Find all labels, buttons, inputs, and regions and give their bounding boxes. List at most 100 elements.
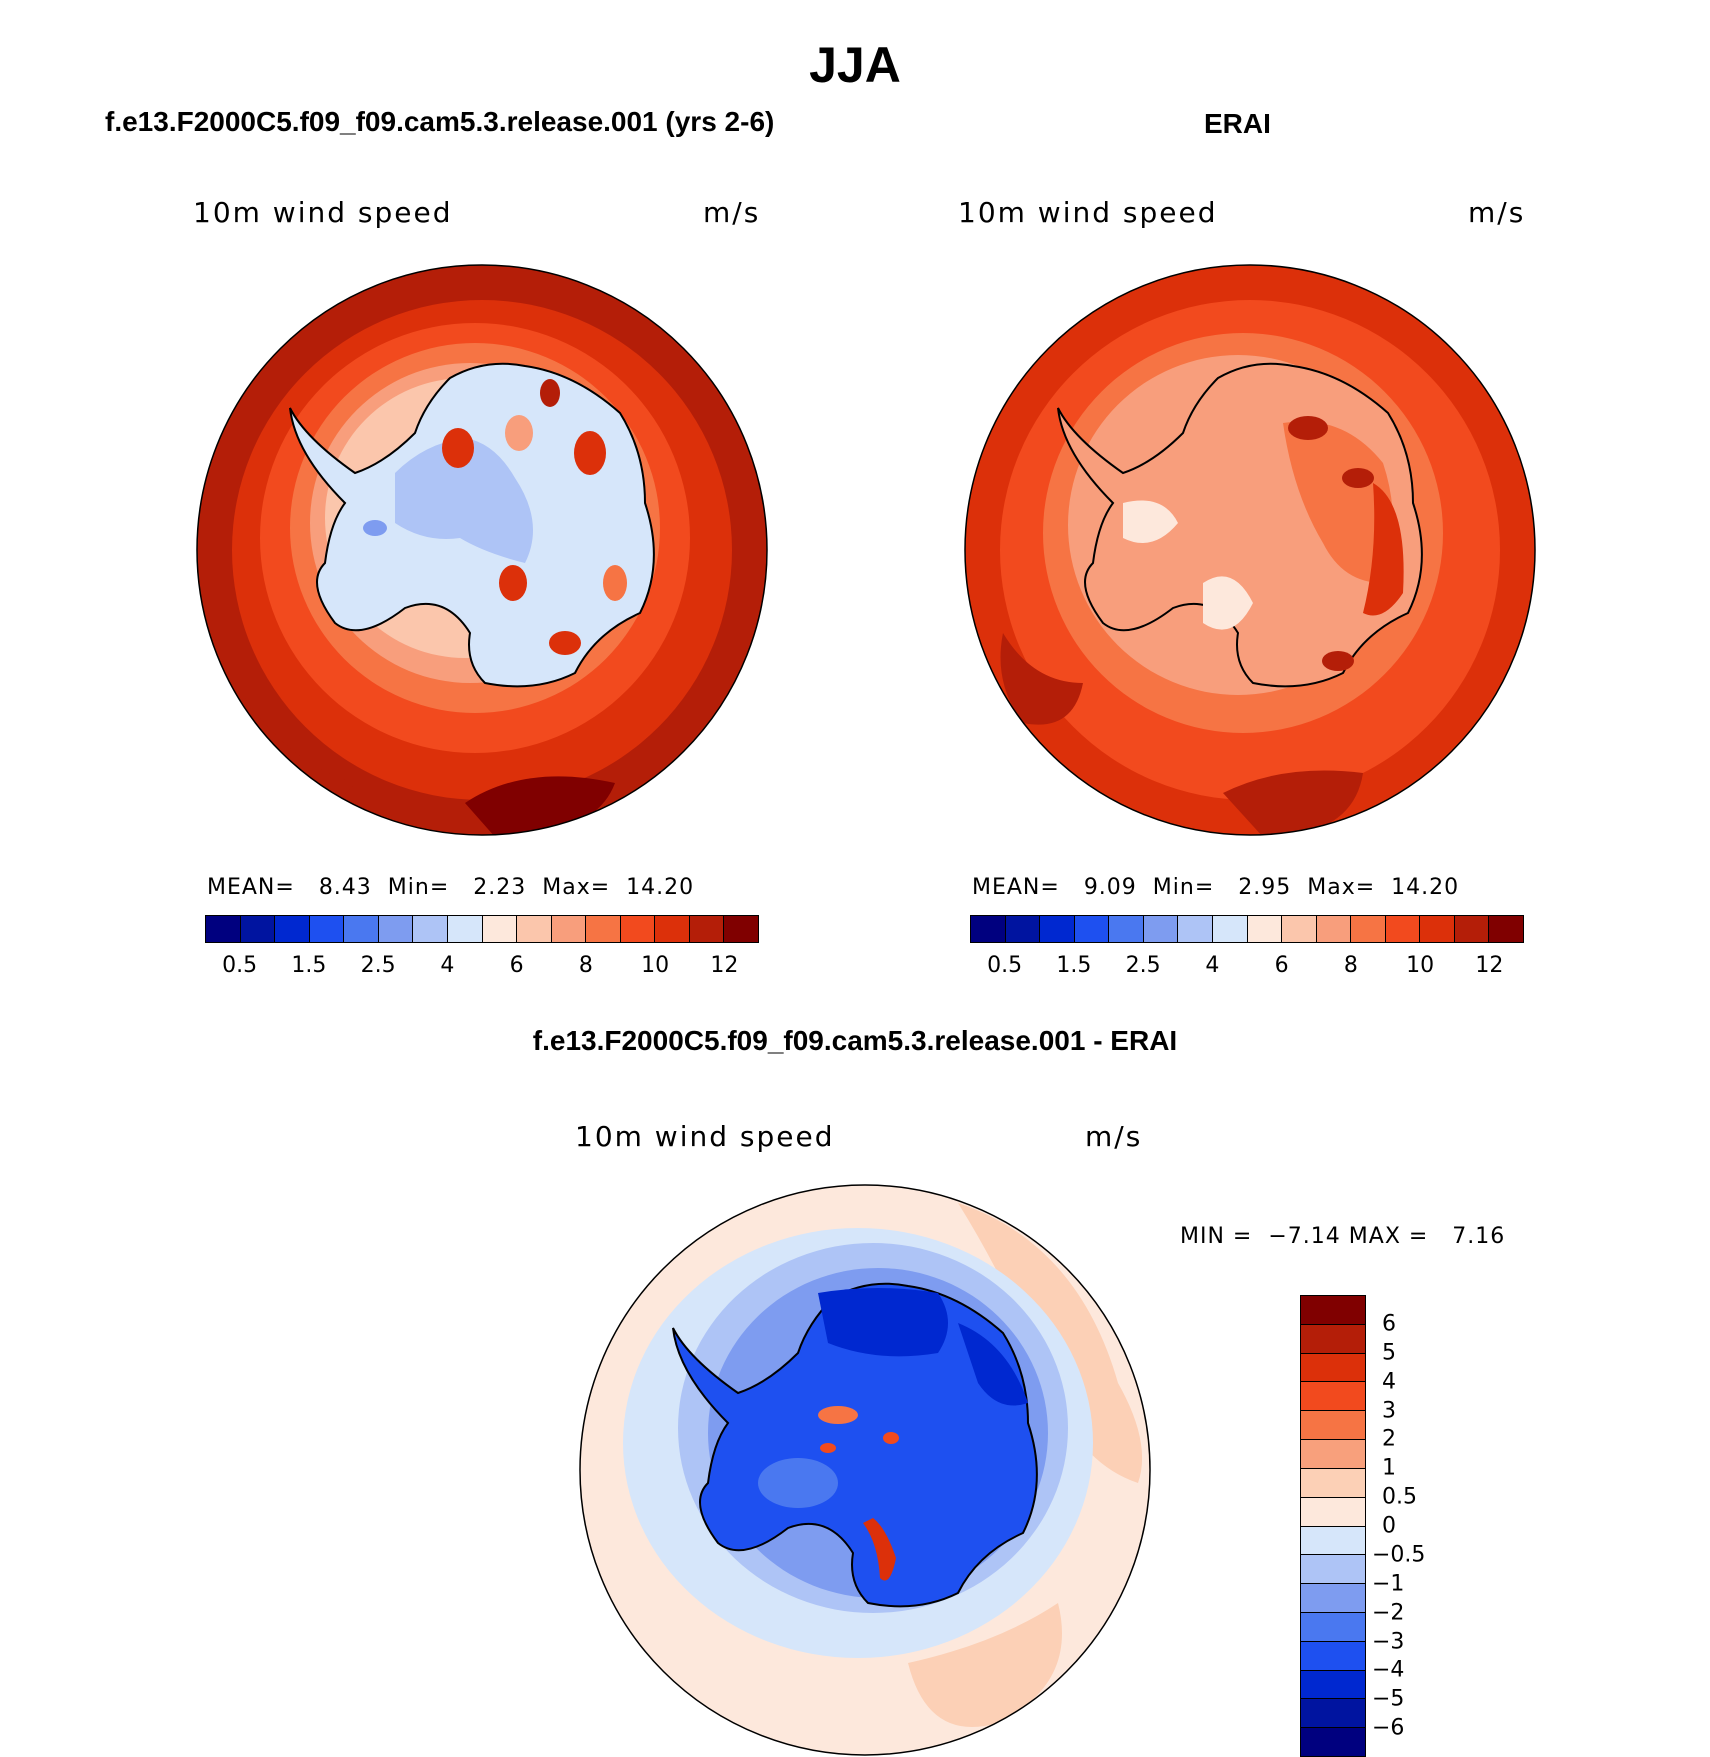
colorbar-swatch [1282,916,1317,942]
right-max-value: 14.20 [1391,875,1460,900]
colorbar-tick-label: 2.5 [360,953,396,978]
diff-colorbar [1300,1295,1366,1757]
diff-stats: MIN = −7.14 MAX = 7.16 [1180,1224,1505,1249]
colorbar-swatch [1301,1612,1365,1642]
colorbar-tick-label: 8 [1343,953,1358,978]
colorbar-tick-label: −6 [1372,1715,1405,1741]
colorbar-swatch [1301,1296,1365,1325]
right-max-label: Max= [1307,875,1376,900]
left-units-label: m/s [703,196,761,229]
colorbar-swatch [971,916,1006,942]
colorbar-tick-label: 1 [1382,1455,1396,1481]
colorbar-swatch [1143,916,1179,942]
left-panel-title: f.e13.F2000C5.f09_f09.cam5.3.release.001… [105,106,775,137]
colorbar-swatch [1301,1699,1365,1729]
colorbar-swatch [551,916,587,942]
colorbar-swatch [1178,916,1213,942]
colorbar-swatch [1420,916,1455,942]
colorbar-swatch [1005,916,1041,942]
colorbar-swatch [1301,1670,1365,1700]
colorbar-swatch [1454,916,1490,942]
figure-title: JJA [809,37,901,93]
colorbar-swatch [309,916,345,942]
colorbar-swatch [1212,916,1248,942]
colorbar-tick-label: 2.5 [1125,953,1161,978]
colorbar-swatch [240,916,276,942]
colorbar-tick-label: −0.5 [1372,1542,1426,1568]
colorbar-tick-label: 6 [1382,1311,1396,1337]
colorbar-swatch [689,916,725,942]
colorbar-swatch [1489,916,1523,942]
diff-units-label: m/s [1085,1120,1143,1153]
colorbar-tick-label: 4 [1205,953,1220,978]
right-min-label: Min= [1152,875,1215,900]
colorbar-swatch [1301,1555,1365,1585]
diff-max-value: 7.16 [1452,1224,1506,1249]
diff-polar-map [579,1184,1151,1756]
colorbar-tick-label: −5 [1372,1686,1405,1712]
colorbar-tick-label: 8 [578,953,593,978]
colorbar-tick-label: −1 [1372,1571,1405,1597]
colorbar-swatch [1301,1382,1365,1412]
diff-max-label: MAX = [1348,1224,1429,1249]
right-colorbar [970,915,1524,943]
colorbar-swatch [413,916,448,942]
right-units-label: m/s [1468,196,1526,229]
right-variable-label: 10m wind speed [958,196,1218,229]
colorbar-tick-label: −4 [1372,1657,1405,1683]
colorbar-swatch [482,916,518,942]
colorbar-swatch [344,916,379,942]
colorbar-swatch [1301,1411,1365,1441]
colorbar-swatch [1301,1584,1365,1613]
left-mean-label: MEAN= [207,875,295,900]
diff-min-value: −7.14 [1268,1224,1341,1249]
colorbar-swatch [1301,1497,1365,1527]
colorbar-swatch [1109,916,1144,942]
left-stats: MEAN= 8.43 Min= 2.23 Max= 14.20 [207,875,694,900]
right-min-value: 2.95 [1238,875,1292,900]
colorbar-tick-label: −3 [1372,1629,1405,1654]
colorbar-swatch [1301,1440,1365,1469]
colorbar-swatch [1351,916,1386,942]
colorbar-tick-label: 0 [1382,1513,1396,1539]
colorbar-swatch [1040,916,1075,942]
colorbar-tick-label: 5 [1382,1340,1396,1366]
colorbar-tick-label: 1.5 [1056,953,1092,978]
left-variable-label: 10m wind speed [193,196,453,229]
colorbar-swatch [724,916,758,942]
colorbar-swatch [1301,1324,1365,1354]
colorbar-tick-label: 2 [1382,1426,1396,1452]
colorbar-swatch [586,916,621,942]
colorbar-swatch [1301,1353,1365,1383]
left-max-value: 14.20 [626,875,695,900]
colorbar-swatch [447,916,483,942]
colorbar-swatch [655,916,690,942]
colorbar-tick-label: 10 [1406,953,1435,978]
colorbar-swatch [1301,1526,1365,1556]
right-mean-value: 9.09 [1083,875,1137,900]
colorbar-swatch [1301,1468,1365,1498]
colorbar-tick-label: 3 [1382,1398,1396,1423]
colorbar-tick-label: 4 [1382,1369,1396,1395]
colorbar-tick-label: −2 [1372,1600,1405,1626]
colorbar-tick-label: 6 [509,953,524,978]
colorbar-tick-label: 1.5 [291,953,327,978]
colorbar-swatch [1385,916,1421,942]
colorbar-tick-label: 0.5 [222,953,258,978]
right-stats: MEAN= 9.09 Min= 2.95 Max= 14.20 [972,875,1459,900]
colorbar-swatch [1316,916,1352,942]
diff-min-label: MIN = [1180,1224,1253,1249]
colorbar-swatch [275,916,310,942]
colorbar-swatch [1247,916,1283,942]
colorbar-swatch [517,916,552,942]
diff-variable-label: 10m wind speed [575,1120,835,1153]
right-panel-title: ERAI [1204,108,1271,139]
colorbar-swatch [620,916,656,942]
left-min-value: 2.23 [473,875,527,900]
left-min-label: Min= [387,875,450,900]
colorbar-swatch [206,916,241,942]
left-polar-map [196,264,768,836]
colorbar-tick-label: 0.5 [987,953,1023,978]
colorbar-tick-label: 6 [1274,953,1289,978]
colorbar-swatch [1301,1641,1365,1671]
